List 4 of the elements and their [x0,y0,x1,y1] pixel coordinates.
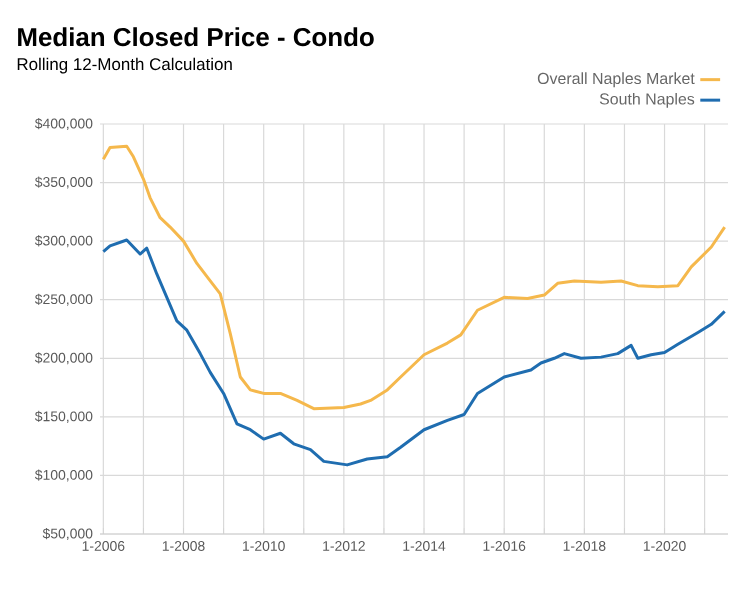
chart-title: Median Closed Price - Condo [18,27,374,47]
line-series [101,144,727,411]
line-series [101,238,727,467]
chart-subtitle: Rolling 12-Month Calculation [17,57,232,74]
